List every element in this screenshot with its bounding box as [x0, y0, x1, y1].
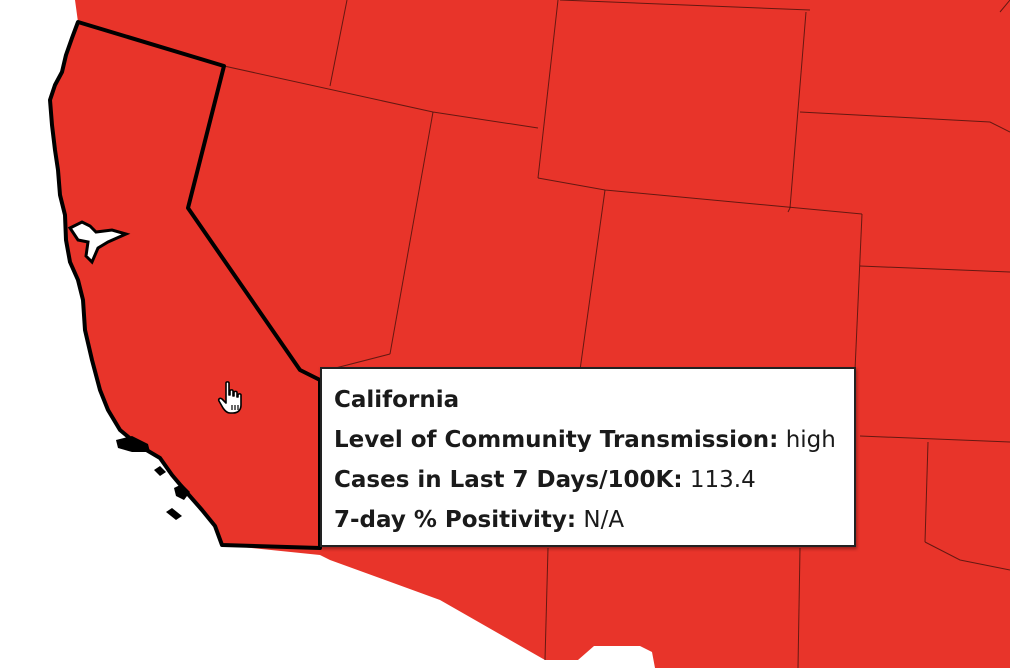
- cases-label: Cases in Last 7 Days/100K:: [334, 467, 683, 493]
- channel-island: [154, 466, 166, 476]
- channel-island: [166, 508, 182, 520]
- transmission-value: high: [785, 427, 836, 453]
- transmission-label: Level of Community Transmission:: [334, 427, 779, 453]
- positivity-value: N/A: [583, 507, 625, 533]
- tooltip-state-name: California: [334, 383, 842, 423]
- tooltip-row-transmission: Level of Community Transmission: high: [334, 423, 842, 463]
- state-name: California: [334, 387, 460, 413]
- tooltip-row-positivity: 7-day % Positivity: N/A: [334, 503, 842, 543]
- california-highlight[interactable]: [48, 20, 322, 550]
- tooltip-row-cases: Cases in Last 7 Days/100K: 113.4: [334, 463, 842, 503]
- landmass: [50, 0, 1010, 668]
- hand-pointer-icon: [217, 381, 242, 414]
- cases-value: 113.4: [689, 467, 756, 493]
- state-tooltip: California Level of Community Transmissi…: [320, 367, 856, 547]
- san-francisco-bay: [67, 220, 131, 265]
- positivity-label: 7-day % Positivity:: [334, 507, 577, 533]
- channel-island: [174, 484, 190, 500]
